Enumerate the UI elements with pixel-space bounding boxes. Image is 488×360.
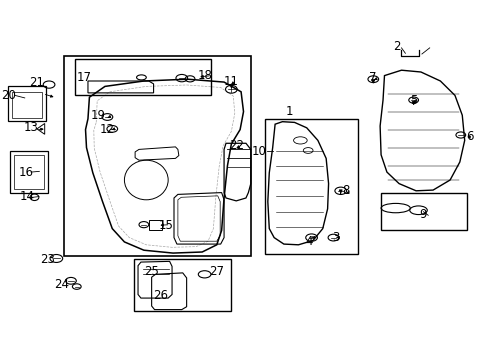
Text: 17: 17 bbox=[77, 71, 92, 84]
Text: 19: 19 bbox=[90, 109, 105, 122]
Text: 20: 20 bbox=[1, 89, 16, 102]
Text: 23: 23 bbox=[40, 253, 55, 266]
Text: 14: 14 bbox=[20, 190, 35, 203]
Text: 8: 8 bbox=[341, 184, 348, 197]
Text: 25: 25 bbox=[143, 265, 158, 278]
Text: 24: 24 bbox=[54, 278, 69, 291]
Text: 22: 22 bbox=[228, 139, 243, 152]
Text: 27: 27 bbox=[209, 265, 224, 278]
Text: 16: 16 bbox=[18, 166, 33, 179]
Text: 5: 5 bbox=[409, 94, 416, 107]
Text: 21: 21 bbox=[29, 76, 44, 89]
Text: 15: 15 bbox=[158, 219, 173, 231]
Text: 10: 10 bbox=[251, 145, 266, 158]
Text: 12: 12 bbox=[100, 123, 115, 136]
Text: 9: 9 bbox=[419, 208, 426, 221]
Text: 13: 13 bbox=[23, 121, 39, 134]
Text: 18: 18 bbox=[197, 69, 212, 82]
Text: 1: 1 bbox=[285, 105, 293, 118]
Text: 3: 3 bbox=[331, 231, 339, 244]
Text: 26: 26 bbox=[153, 289, 168, 302]
Text: 11: 11 bbox=[224, 75, 238, 87]
Text: 6: 6 bbox=[465, 130, 472, 143]
Text: 4: 4 bbox=[305, 235, 312, 248]
Text: 7: 7 bbox=[368, 71, 375, 84]
Text: 2: 2 bbox=[392, 40, 400, 53]
